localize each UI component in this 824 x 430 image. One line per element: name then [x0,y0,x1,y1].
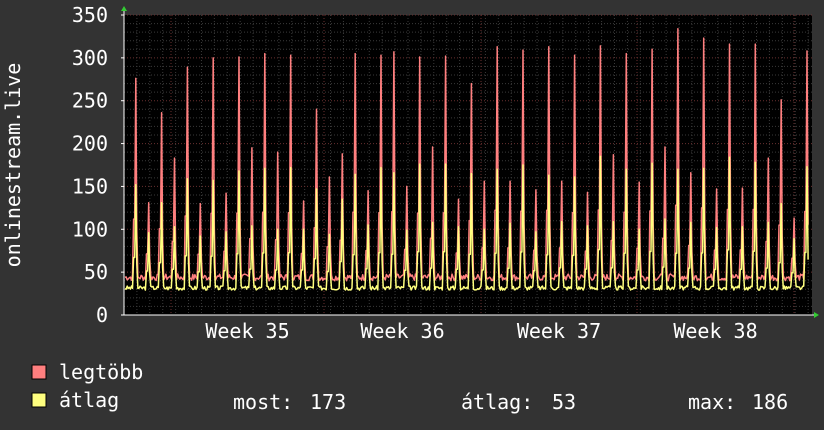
series-line-0 [124,27,809,282]
y-tick-label: 100 [72,217,108,241]
legend-swatch-1 [31,392,47,408]
stat-most-label: most: [233,390,293,414]
x-axis-arrow [814,312,819,318]
x-tick-label: Week 36 [360,319,444,343]
y-tick-label: 200 [72,132,108,156]
legend-label-0: legtöbb [59,360,143,384]
y-axis-label: onlinestream.live [1,63,25,268]
x-tick-label: Week 38 [673,319,757,343]
y-tick-label: 350 [72,3,108,27]
y-tick-label: 50 [84,260,108,284]
x-tick-label: Week 35 [205,319,289,343]
stat-most-value: 173 [310,390,346,414]
x-tick-label: Week 37 [517,319,601,343]
legend-swatch-0 [31,364,47,380]
stat-avg-label: átlag: [461,390,533,414]
y-tick-label: 150 [72,174,108,198]
y-tick-label: 300 [72,46,108,70]
y-tick-label: 250 [72,89,108,113]
stat-avg-value: 53 [552,390,576,414]
stat-max-label: max: [688,390,736,414]
stat-max-value: 186 [752,390,788,414]
y-tick-label: 0 [96,303,108,327]
legend-label-1: átlag [59,388,119,412]
y-axis-arrow [121,6,127,11]
series-line-1 [124,155,809,291]
